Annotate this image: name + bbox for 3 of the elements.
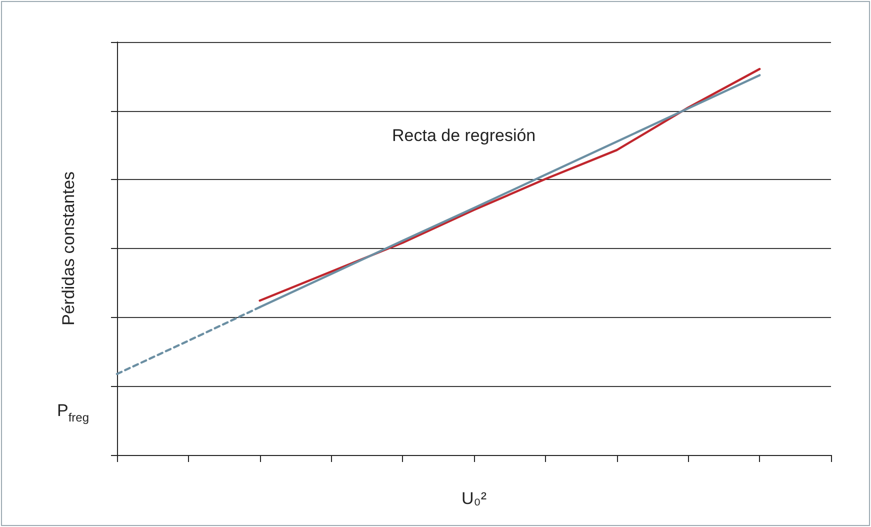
x-axis-title: U₀²	[462, 489, 487, 508]
y-axis-title: Pérdidas constantes	[59, 171, 78, 326]
annotation: Recta de regresión	[392, 126, 536, 145]
